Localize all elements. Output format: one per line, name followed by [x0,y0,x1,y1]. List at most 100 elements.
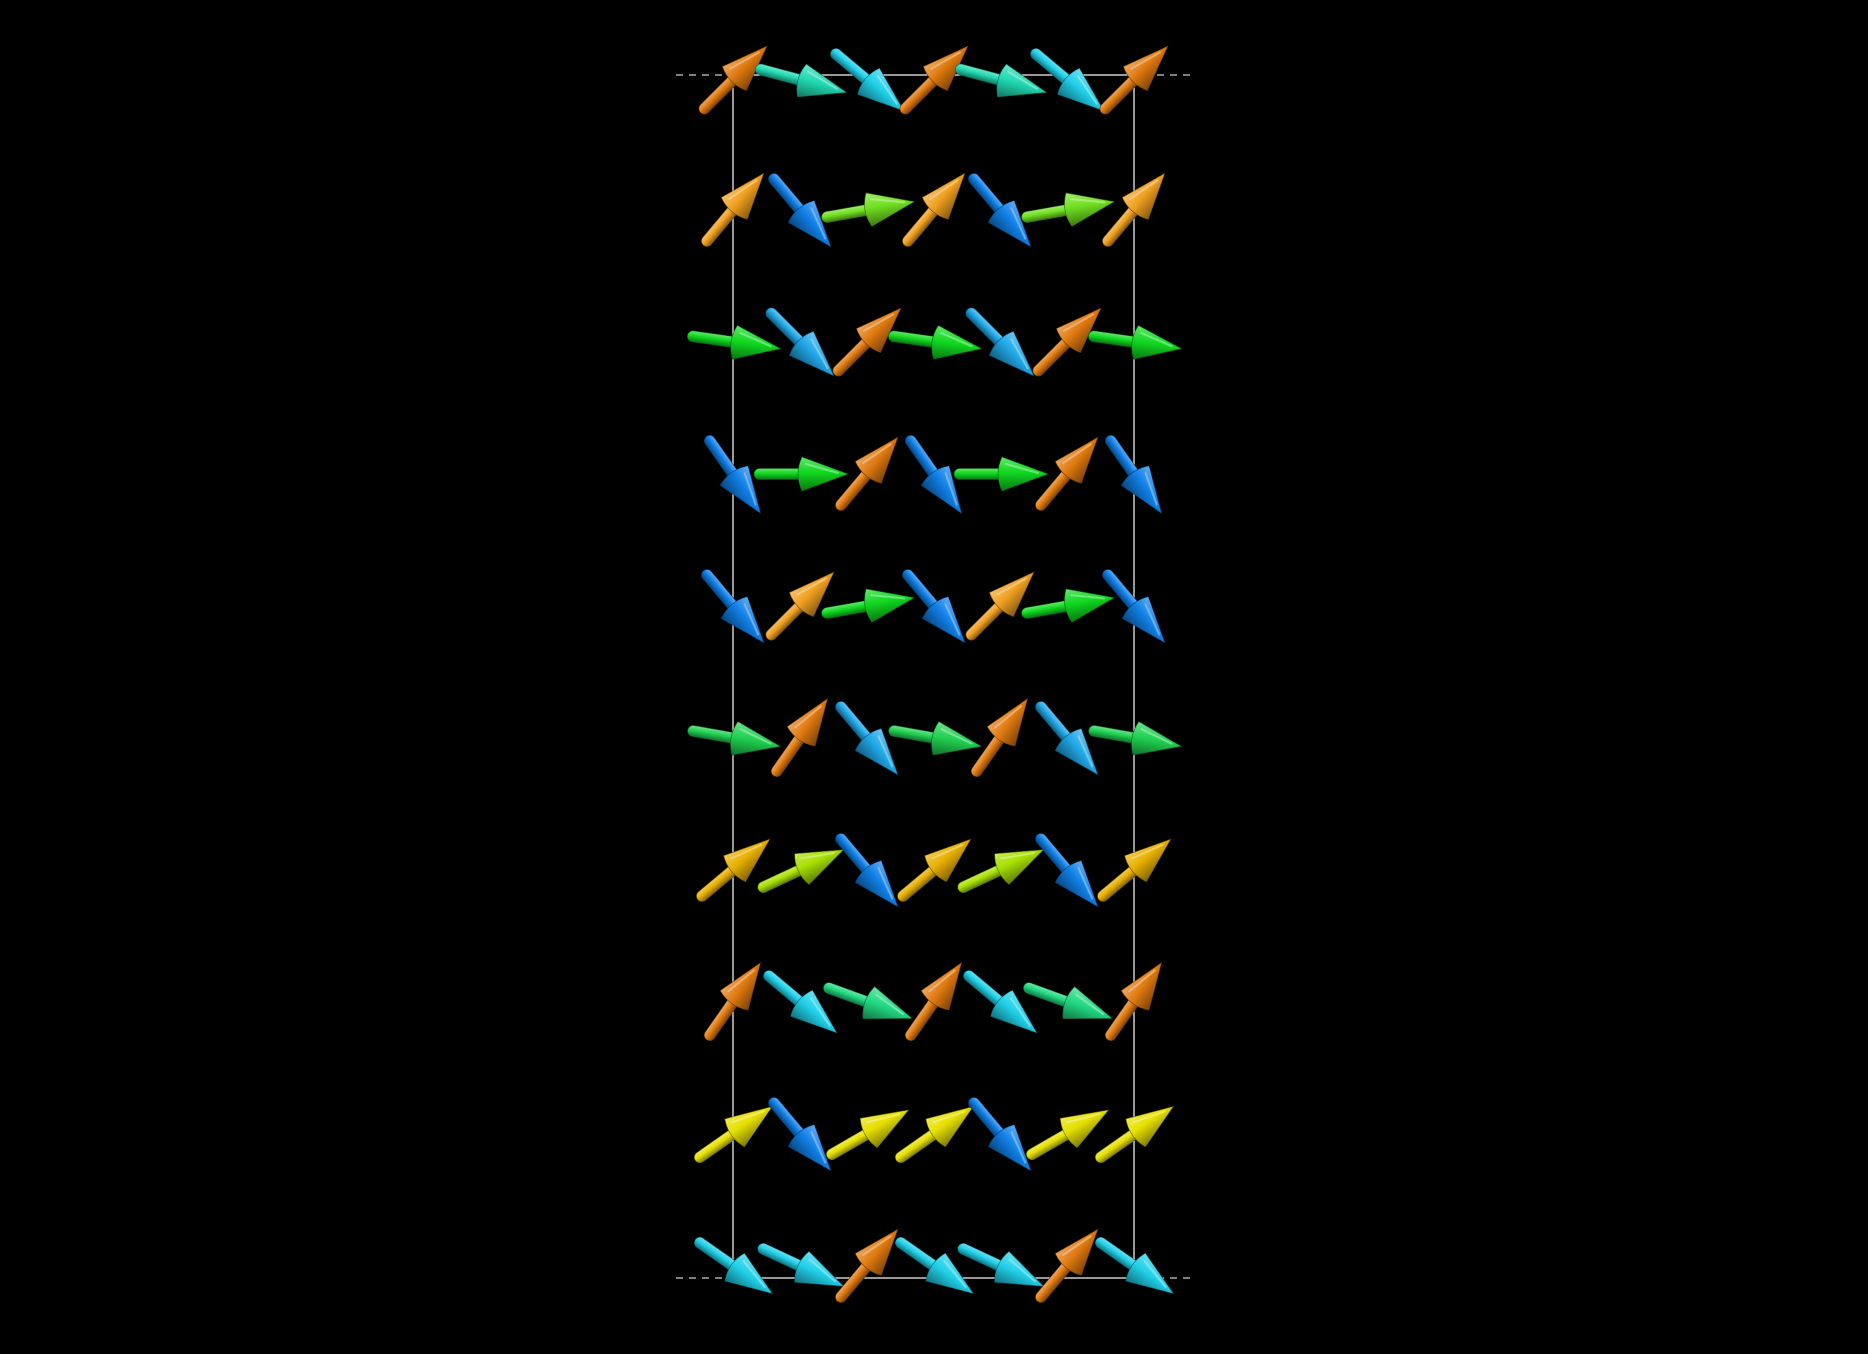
arrow-highlight [944,472,958,506]
arrow-head [1125,1252,1175,1295]
arrow-highlight [1077,867,1094,900]
spin-arrow [899,45,969,115]
spin-arrow [1102,172,1166,247]
arrow-head [854,1228,899,1276]
arrow-highlight [810,338,829,370]
spin-arrow [1088,721,1183,756]
arrow-highlight [1062,443,1092,464]
spin-arrow [902,569,966,644]
arrow-head [724,1252,774,1295]
arrow-highlight [1063,313,1095,332]
spin-row [687,697,1183,777]
arrow-highlight [994,705,1022,729]
spin-arrow [1099,45,1169,115]
arrow-highlight [930,51,962,70]
arrow-head [720,172,765,220]
spin-row [694,1097,1175,1172]
spin-arrow [1097,838,1172,902]
spin-arrow [888,325,983,360]
spin-arrow [1021,192,1116,227]
arrow-head [920,465,963,515]
spin-arrow [904,961,963,1041]
spin-arrows [687,45,1183,1303]
arrow-head [854,728,899,776]
arrow-highlight [1077,735,1094,768]
spin-arrow [970,697,1029,777]
arrow-highlight [730,843,763,860]
arrow-highlight [1144,472,1158,506]
arrow-highlight [866,1113,901,1124]
spin-arrow [757,849,845,893]
arrow-highlight [1070,198,1106,204]
spin-arrow [1035,436,1099,511]
spin-arrow [832,307,902,377]
spin-arrow [830,48,905,112]
arrow-highlight [1077,75,1098,105]
spin-row [698,45,1169,115]
spin-arrow [895,1236,975,1295]
arrow-head [857,67,905,112]
arrow-head [925,1252,975,1295]
spin-arrow [701,569,765,644]
spin-arrow [770,697,829,777]
spin-row [701,172,1166,248]
arrow-highlight [875,993,905,1016]
arrow-highlight [929,179,959,200]
arrow-head [1121,596,1166,644]
arrow-highlight [932,1110,966,1124]
arrow-highlight [1010,1131,1027,1164]
arrow-highlight [1000,852,1036,860]
spin-arrow [753,456,849,492]
arrow-head [1121,172,1166,220]
spin-arrow [703,435,762,515]
arrow-head [1057,67,1105,112]
spin-arrow [968,1097,1032,1172]
arrow-highlight [728,179,758,200]
arrow-highlight [1007,70,1038,90]
arrow-highlight [931,843,964,860]
arrow-head [786,697,829,747]
arrow-head [986,697,1029,747]
spin-arrow [963,970,1038,1034]
arrow-highlight [808,1258,836,1283]
arrow-highlight [1010,207,1027,240]
arrow-highlight [1070,594,1106,600]
arrow-highlight [742,1260,766,1288]
arrow-head [724,1105,774,1148]
arrow-highlight [1129,179,1159,200]
arrow-highlight [863,313,895,332]
spin-arrow [835,833,899,908]
arrow-highlight [877,75,898,105]
arrow-highlight [870,198,906,204]
spin-arrow [768,1097,832,1172]
arrow-highlight [794,705,822,729]
spin-arrow [703,961,762,1041]
spin-arrow [821,192,916,227]
spin-arrow [968,173,1032,248]
arrow-head [856,307,902,353]
spin-arrow [953,456,1049,492]
arrow-head [789,571,835,617]
arrow-highlight [1010,997,1031,1027]
spin-arrow [1021,588,1116,623]
arrow-head [1054,860,1099,908]
spin-arrow [757,1243,845,1287]
arrow-highlight [807,70,838,90]
spin-arrow [694,1236,774,1295]
spin-arrow [1023,982,1113,1019]
spin-arrow [888,721,983,756]
arrow-highlight [943,1260,967,1288]
arrow-head [722,45,768,91]
arrow-highlight [727,969,755,993]
arrow-highlight [810,207,827,240]
spin-arrow [698,45,768,115]
arrow-highlight [1010,338,1029,370]
arrow-highlight [1008,1258,1036,1283]
spin-arrow [694,1105,774,1164]
arrow-head [924,838,972,883]
arrow-highlight [1075,993,1105,1016]
spin-arrow [835,436,899,511]
arrow-highlight [928,969,956,993]
arrow-head [1054,728,1099,776]
spin-row [694,1228,1175,1303]
